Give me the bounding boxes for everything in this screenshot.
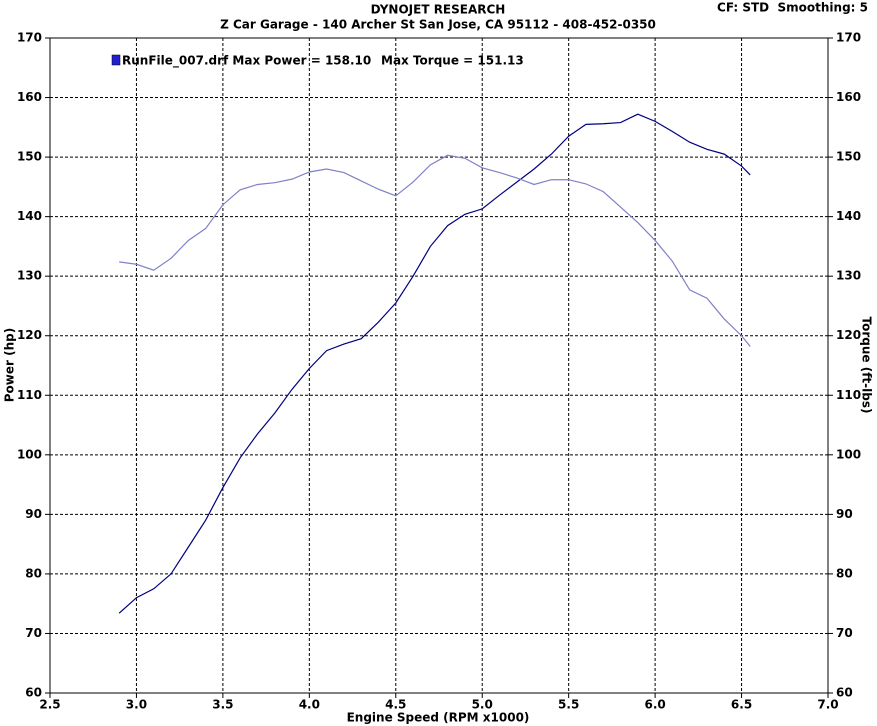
y-tick-label: 100: [17, 447, 42, 461]
y-tick-label: 60: [25, 686, 42, 700]
y2-tick-label: 150: [836, 150, 861, 164]
chart-subtitle: Z Car Garage - 140 Archer St San Jose, C…: [220, 18, 656, 32]
x-tick-label: 6.5: [731, 698, 752, 712]
x-axis-label: Engine Speed (RPM x1000): [347, 711, 530, 725]
y2-tick-label: 170: [836, 31, 861, 45]
y2-tick-label: 130: [836, 269, 861, 283]
y-tick-label: 110: [17, 388, 42, 402]
x-tick-label: 3.5: [212, 698, 233, 712]
y2-tick-label: 90: [836, 507, 853, 521]
x-tick-label: 4.5: [385, 698, 406, 712]
y-tick-label: 70: [25, 626, 42, 640]
x-tick-label: 4.0: [299, 698, 320, 712]
x-tick-label: 2.5: [39, 698, 60, 712]
y2-tick-label: 160: [836, 90, 861, 104]
x-tick-label: 5.0: [472, 698, 493, 712]
x-tick-label: 5.5: [558, 698, 579, 712]
y2-tick-label: 80: [836, 566, 853, 580]
y-tick-label: 120: [17, 328, 42, 342]
corner-note: CF: STD Smoothing: 5: [717, 1, 868, 15]
y-axis-label: Power (hp): [3, 328, 17, 402]
y-tick-label: 160: [17, 90, 42, 104]
y2-tick-label: 120: [836, 328, 861, 342]
y2-tick-label: 100: [836, 447, 861, 461]
legend-text: RunFile_007.drf Max Power = 158.10: [122, 54, 371, 69]
line: [118, 113, 751, 614]
legend-swatch: [111, 54, 121, 66]
y-tick-label: 150: [17, 150, 42, 164]
y2-tick-label: 110: [836, 388, 861, 402]
line: [119, 154, 751, 347]
x-tick-label: 3.0: [126, 698, 147, 712]
y-tick-label: 80: [25, 566, 42, 580]
y-tick-label: 90: [25, 507, 42, 521]
y2-tick-label: 60: [836, 686, 853, 700]
chart-title: DYNOJET RESEARCH: [371, 3, 506, 17]
y2-tick-label: 140: [836, 209, 861, 223]
y-tick-label: 170: [17, 31, 42, 45]
plot-border: [49, 37, 829, 694]
legend-text: Max Torque = 151.13: [381, 54, 524, 68]
x-tick-label: 6.0: [644, 698, 665, 712]
y-tick-label: 140: [17, 209, 42, 223]
y2-tick-label: 70: [836, 626, 853, 640]
y2-axis-label: Torque (ft-lbs): [860, 317, 874, 414]
x-tick-label: 7.0: [817, 698, 838, 712]
y-tick-label: 130: [17, 269, 42, 283]
